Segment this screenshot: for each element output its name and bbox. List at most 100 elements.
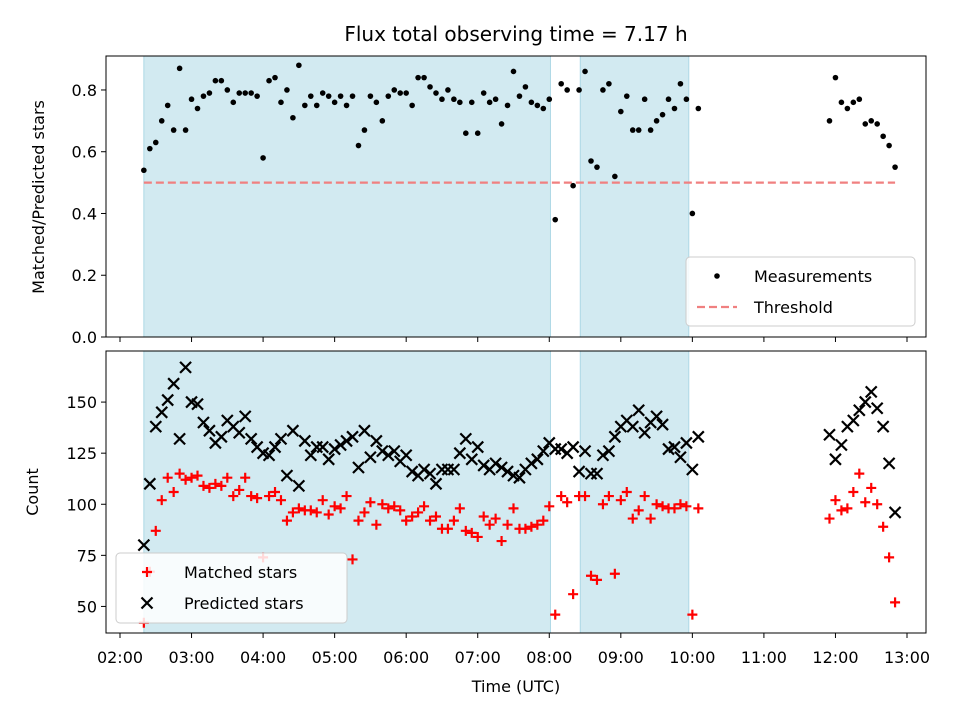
predicted-star-point [870, 401, 884, 415]
measurement-point [254, 93, 260, 99]
matched-star-point [156, 495, 167, 506]
matched-star-point [192, 470, 203, 481]
predicted-star-point [316, 440, 329, 454]
matched-star-point [830, 495, 841, 506]
matched-star-point [180, 474, 191, 485]
predicted-star-point [823, 428, 836, 442]
predicted-star-point [215, 430, 228, 444]
ratio-panel: 0.00.20.40.60.8 Matched/Predicted stars … [29, 55, 927, 347]
count-y-tick-label: 125 [66, 444, 97, 463]
measurement-point [594, 164, 600, 170]
predicted-star-point [590, 467, 604, 480]
count-panel-frame [105, 350, 927, 634]
measurement-point [862, 121, 869, 127]
measurement-point [415, 74, 421, 81]
matched-star-point [478, 511, 489, 522]
measurement-point [272, 74, 278, 81]
measurement-point [313, 102, 320, 109]
predicted-star-point [340, 434, 353, 448]
ratio-shaded-interval [579, 55, 690, 338]
measurement-point [522, 84, 529, 90]
predicted-star-point [334, 438, 347, 452]
measurement-point [552, 216, 559, 223]
measurement-point [850, 99, 857, 106]
predicted-star-point [501, 465, 514, 478]
predicted-star-point [387, 444, 401, 458]
measurement-point [653, 118, 660, 124]
measurement-point [612, 173, 618, 180]
predicted-star-point [829, 453, 842, 466]
predicted-star-point [382, 448, 395, 462]
predicted-star-point [370, 434, 383, 448]
x-tick-label: 12:00 [812, 648, 858, 667]
measurement-point [236, 90, 243, 96]
predicted-star-point [447, 463, 461, 476]
predicted-star-point [531, 453, 544, 466]
measurement-point [856, 96, 863, 103]
matched-star-point [353, 515, 364, 526]
matched-star-point [669, 503, 680, 514]
measurement-point [689, 210, 696, 217]
predicted-star-point [298, 434, 312, 448]
measurement-point [618, 108, 624, 115]
predicted-star-point [352, 461, 365, 474]
matched-star-point [651, 499, 662, 510]
measurement-point [319, 90, 326, 96]
predicted-star-point [292, 479, 306, 493]
matched-star-point [621, 487, 632, 497]
matched-star-point [532, 519, 543, 530]
predicted-star-point [686, 463, 699, 476]
matched-star-point [597, 499, 608, 510]
measurement-point [182, 127, 189, 133]
measurement-point [242, 90, 249, 96]
predicted-star-point [858, 395, 872, 409]
matched-star-point [252, 493, 263, 504]
x-tick-label: 13:00 [884, 648, 930, 667]
measurement-point [385, 93, 392, 99]
x-tick-label: 10:00 [669, 648, 715, 667]
matched-star-point [377, 499, 388, 510]
predicted-star-point [203, 424, 216, 437]
matched-star-point [890, 597, 901, 608]
predicted-star-point [429, 477, 443, 491]
matched-star-point [615, 495, 626, 506]
matched-star-point [389, 501, 400, 512]
matched-star-point [466, 527, 477, 538]
measurement-point [248, 90, 254, 96]
matched-star-point [168, 487, 179, 497]
measurement-point [290, 114, 296, 121]
predicted-star-point [143, 477, 157, 491]
measurement-point [355, 142, 362, 149]
measurement-point [695, 105, 702, 112]
predicted-star-point [876, 420, 890, 433]
measurement-point [480, 90, 487, 96]
legend-measurements-marker [714, 273, 720, 279]
predicted-star-point [286, 424, 300, 437]
x-tick-label: 07:00 [455, 648, 501, 667]
legend-matched-label: Matched stars [184, 563, 297, 582]
legend-predicted-marker [140, 596, 154, 610]
matched-star-point [395, 505, 406, 516]
predicted-star-point [525, 457, 538, 470]
measurement-point [629, 127, 636, 133]
measurement-point [391, 87, 398, 93]
measurement-point [152, 139, 159, 146]
predicted-star-point [173, 432, 186, 446]
matched-star-point [591, 574, 602, 585]
predicted-star-point [674, 450, 687, 464]
matched-star-point [884, 552, 895, 563]
matched-star-point [848, 487, 859, 497]
matched-star-point [234, 484, 245, 495]
measurement-point [188, 96, 195, 103]
measurement-point [147, 145, 153, 152]
count-legend-box [115, 552, 348, 624]
matched-star-point [460, 525, 471, 536]
predicted-star-point [149, 420, 163, 433]
matched-star-point [204, 482, 215, 493]
measurement-point [343, 102, 350, 109]
measurement-point [677, 80, 684, 87]
predicted-star-point [554, 442, 568, 456]
matched-star-point [246, 491, 257, 502]
measurement-point [451, 96, 457, 103]
predicted-star-point [161, 393, 174, 407]
